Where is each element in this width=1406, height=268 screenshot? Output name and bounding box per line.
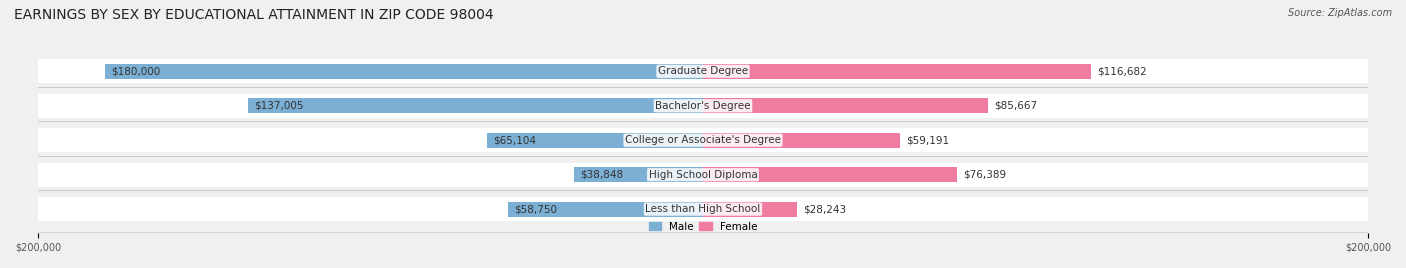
Bar xyxy=(38,94,1368,118)
Bar xyxy=(703,167,957,182)
Bar xyxy=(703,133,900,148)
Bar xyxy=(247,98,703,113)
Text: Graduate Degree: Graduate Degree xyxy=(658,66,748,76)
Legend: Male, Female: Male, Female xyxy=(648,222,758,232)
Text: High School Diploma: High School Diploma xyxy=(648,170,758,180)
Text: College or Associate's Degree: College or Associate's Degree xyxy=(626,135,780,145)
Bar xyxy=(104,64,703,79)
Text: $28,243: $28,243 xyxy=(804,204,846,214)
Text: $180,000: $180,000 xyxy=(111,66,160,76)
Bar xyxy=(38,59,1368,83)
Bar xyxy=(703,64,1091,79)
Text: $59,191: $59,191 xyxy=(907,135,949,145)
Text: Bachelor's Degree: Bachelor's Degree xyxy=(655,101,751,111)
Text: Source: ZipAtlas.com: Source: ZipAtlas.com xyxy=(1288,8,1392,18)
Text: $76,389: $76,389 xyxy=(963,170,1007,180)
Text: $65,104: $65,104 xyxy=(494,135,536,145)
Text: $38,848: $38,848 xyxy=(581,170,624,180)
Text: EARNINGS BY SEX BY EDUCATIONAL ATTAINMENT IN ZIP CODE 98004: EARNINGS BY SEX BY EDUCATIONAL ATTAINMEN… xyxy=(14,8,494,22)
Text: $116,682: $116,682 xyxy=(1098,66,1147,76)
Text: $85,667: $85,667 xyxy=(994,101,1038,111)
Text: $137,005: $137,005 xyxy=(254,101,304,111)
Bar xyxy=(486,133,703,148)
Text: Less than High School: Less than High School xyxy=(645,204,761,214)
Bar xyxy=(703,98,988,113)
Bar xyxy=(38,128,1368,152)
Bar xyxy=(508,202,703,217)
Bar xyxy=(574,167,703,182)
Bar xyxy=(38,163,1368,187)
Bar xyxy=(38,197,1368,221)
Bar xyxy=(703,202,797,217)
Text: $58,750: $58,750 xyxy=(515,204,557,214)
